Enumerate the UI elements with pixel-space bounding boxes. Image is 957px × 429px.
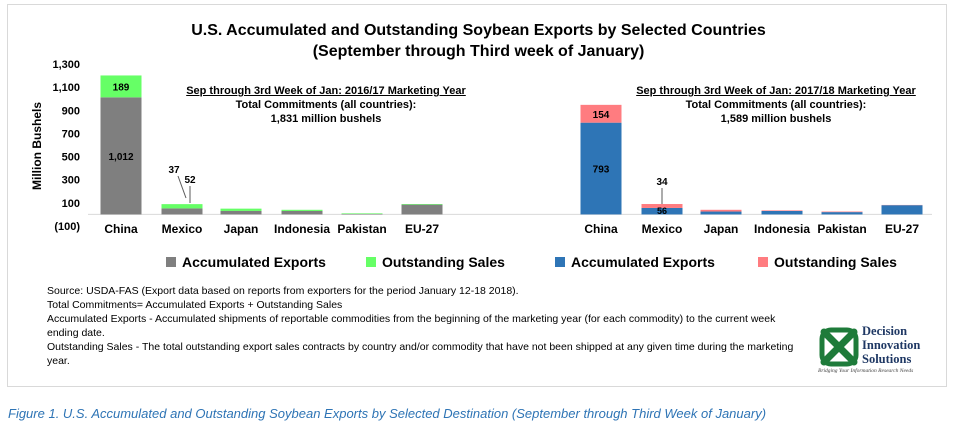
data-label: 34 [656,177,668,188]
note-total: Total Commitments= Accumulated Exports +… [47,299,343,311]
logo-tagline: Bridging Your Information Research Needs [818,368,914,374]
legend-swatch-green [366,257,376,267]
data-label: 793 [593,165,610,176]
bar-outstanding-japan-0 [220,208,262,211]
x-tick-label: Pakistan [817,222,866,236]
note-source: Source: USDA-FAS (Export data based on r… [47,285,519,297]
annotation-right-total: 1,589 million bushels [720,113,832,125]
bar-outstanding-indonesia-1 [761,210,803,211]
note-accumulated: Accumulated Exports - Accumulated shipme… [47,313,776,339]
bar-accumulated-pakistan-1 [821,212,863,215]
legend-label: Outstanding Sales [774,254,897,270]
x-tick-label: Indonesia [754,222,810,236]
figure-caption: Figure 1. U.S. Accumulated and Outstandi… [8,406,767,421]
bar-accumulated-mexico-1 [641,207,683,215]
bar-outstanding-japan-1 [700,209,742,212]
chart-title-line1: U.S. Accumulated and Outstanding Soybean… [191,22,766,39]
bar-accumulated-china-0 [100,97,142,215]
bar-outstanding-eu-27-0 [401,204,443,205]
legend-item-accumulated-2017: Accumulated Exports [555,254,715,270]
data-label: 37 [168,165,180,176]
logo-text: Decision Innovation Solutions [862,324,920,366]
x-tick-label: Japan [224,222,259,236]
bar-accumulated-mexico-0 [161,208,203,215]
bar-accumulated-indonesia-0 [281,210,323,215]
x-tick-label: Mexico [642,222,683,236]
chart-notes: Source: USDA-FAS (Export data based on r… [47,284,807,368]
data-label: 52 [184,175,196,186]
bar-accumulated-china-1 [580,122,622,215]
legend-swatch-gray [166,257,176,267]
y-axis-title: Million Bushels [30,102,44,190]
leader-line [177,175,187,199]
data-label: 1,012 [108,152,133,163]
bar-outstanding-china-1 [580,104,622,123]
bar-accumulated-japan-1 [700,211,742,215]
y-tick-label: (100) [54,221,80,233]
data-label: 154 [593,110,610,121]
annotation-left: Sep through 3rd Week of Jan: 2016/17 Mar… [166,84,486,126]
bar-accumulated-japan-0 [220,210,262,215]
bar-accumulated-eu-27-1 [881,205,923,215]
annotation-right-subheading: Total Commitments (all countries): [685,99,867,111]
logo-line1: Decision [862,324,908,338]
legend-label: Accumulated Exports [182,254,326,270]
annotation-right: Sep through 3rd Week of Jan: 2017/18 Mar… [616,84,936,126]
x-tick-label: China [584,222,618,236]
legend-item-outstanding-2017: Outstanding Sales [758,254,897,270]
legend-label: Outstanding Sales [382,254,505,270]
bar-outstanding-pakistan-0 [341,213,383,214]
x-tick-label: Japan [704,222,739,236]
data-label: 56 [657,206,667,216]
y-tick-label: 700 [62,128,80,140]
note-outstanding: Outstanding Sales - The total outstandin… [47,341,794,367]
bar-outstanding-mexico-0 [161,204,203,209]
chart-title-line2: (September through Third week of January… [312,43,645,60]
y-tick-label: 1,100 [52,82,80,94]
annotation-right-heading: Sep through 3rd Week of Jan: 2017/18 Mar… [636,85,916,97]
annotation-left-subheading: Total Commitments (all countries): [235,99,417,111]
y-tick-label: 300 [62,175,80,187]
chart-frame [7,4,947,387]
y-tick-label: 900 [62,105,80,117]
bar-outstanding-china-0 [100,75,142,98]
logo-knot-icon [819,327,859,367]
bar-accumulated-eu-27-0 [401,204,443,215]
y-tick-label: 500 [62,152,80,164]
legend-label: Accumulated Exports [571,254,715,270]
bar-outstanding-mexico-1 [641,204,683,208]
x-tick-label: Pakistan [337,222,386,236]
bar-accumulated-pakistan-0 [341,213,383,215]
bar-outstanding-pakistan-1 [821,211,863,213]
logo-line3: Solutions [862,352,912,366]
y-tick-label: 100 [62,198,80,210]
chart-plot: (100) 100 300 500 700 900 1,100 1,300 Million Bu… [30,59,932,236]
legend-swatch-blue [555,257,565,267]
bar-accumulated-indonesia-1 [761,210,803,215]
data-label: 189 [113,82,130,93]
company-logo: Decision Innovation Solutions Bridging Y… [812,322,942,378]
logo-line2: Innovation [862,338,921,352]
x-tick-label: China [104,222,138,236]
annotation-left-total: 1,831 million bushels [270,113,382,125]
legend-item-outstanding-2016: Outstanding Sales [366,254,505,270]
bar-outstanding-indonesia-0 [281,209,323,211]
y-tick-label: 1,300 [52,59,80,71]
legend-swatch-pink [758,257,768,267]
x-tick-label: Indonesia [274,222,330,236]
annotation-left-heading: Sep through 3rd Week of Jan: 2016/17 Mar… [186,85,466,97]
x-tick-label: EU-27 [405,222,439,236]
legend-item-accumulated-2016: Accumulated Exports [166,254,326,270]
x-tick-label: Mexico [162,222,203,236]
x-tick-label: EU-27 [885,222,919,236]
